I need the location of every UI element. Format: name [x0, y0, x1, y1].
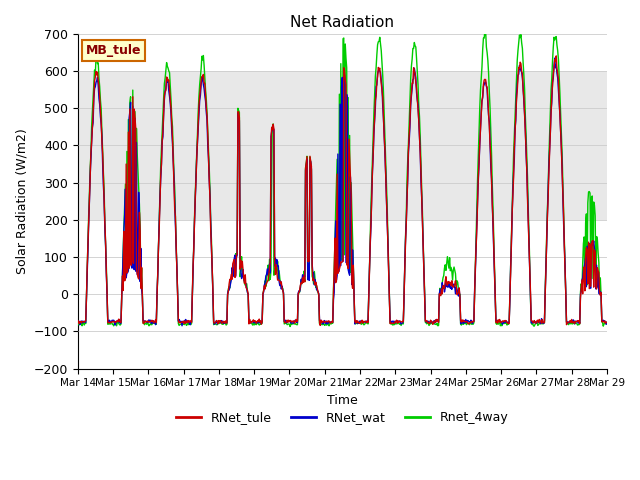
Y-axis label: Solar Radiation (W/m2): Solar Radiation (W/m2) [15, 128, 28, 274]
X-axis label: Time: Time [327, 394, 358, 407]
Bar [77, 71, 607, 145]
Text: MB_tule: MB_tule [86, 44, 141, 57]
Legend: RNet_tule, RNet_wat, Rnet_4way: RNet_tule, RNet_wat, Rnet_4way [172, 406, 513, 429]
Bar [77, 145, 607, 220]
Title: Net Radiation: Net Radiation [291, 15, 394, 30]
